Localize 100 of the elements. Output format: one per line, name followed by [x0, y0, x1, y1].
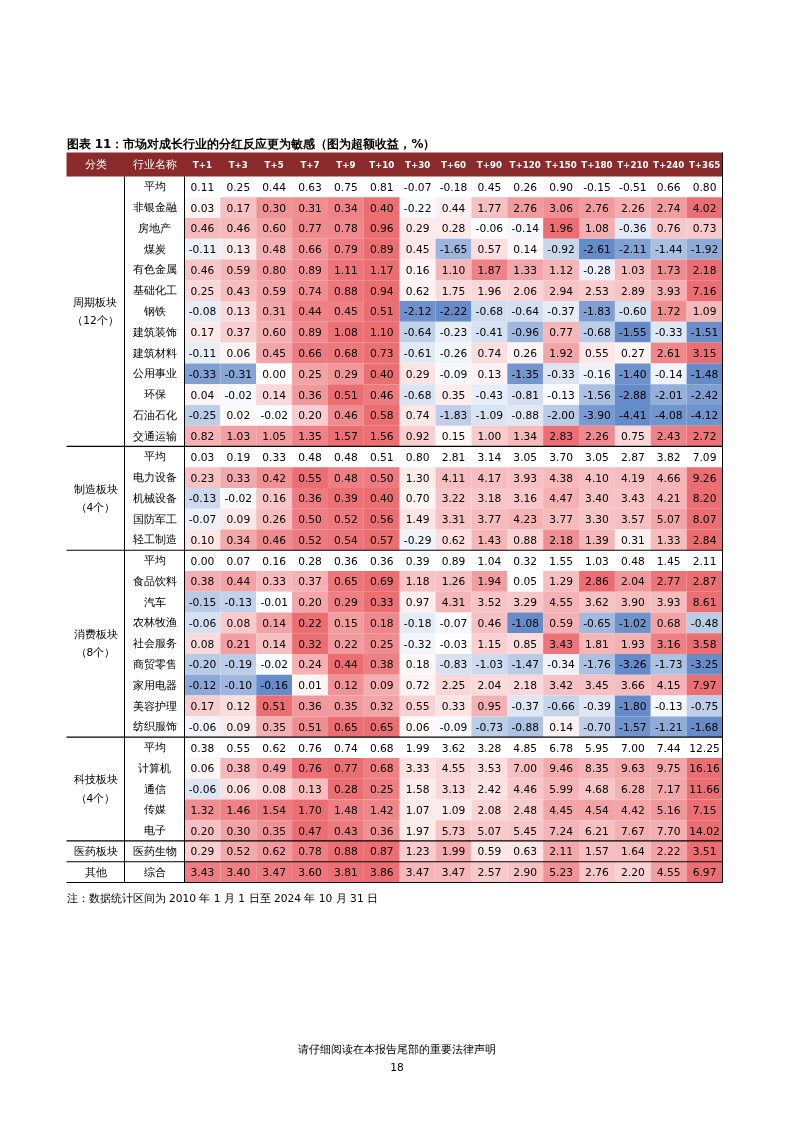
data-label: 0.17	[190, 700, 215, 713]
data-label: 0.31	[620, 533, 645, 547]
y-tick-label: 电子	[143, 824, 166, 838]
data-label: 0.88	[334, 284, 358, 298]
data-label: -0.92	[547, 243, 575, 257]
data-label: 4.55	[441, 762, 466, 776]
data-label: -2.61	[583, 243, 611, 257]
data-label: 0.44	[262, 180, 287, 194]
data-label: 0.13	[298, 783, 322, 797]
data-label: 6.28	[620, 783, 645, 797]
data-label: 1.07	[405, 803, 430, 817]
data-label: -1.09	[475, 409, 504, 423]
data-label: 0.30	[226, 824, 251, 838]
data-label: 6.21	[585, 824, 609, 838]
data-label: 0.95	[477, 700, 502, 713]
data-label: 0.81	[369, 180, 394, 194]
data-label: 3.47	[262, 866, 287, 880]
data-label: 0.76	[656, 222, 681, 236]
data-label: 14.02	[689, 824, 720, 838]
data-label: 2.48	[513, 803, 538, 817]
data-label: 3.29	[513, 596, 538, 610]
x-tick-label: T+210	[617, 159, 649, 170]
data-label: 0.97	[405, 596, 430, 610]
y2-tick-label: 周期板块（12个）	[72, 295, 119, 328]
data-label: 0.38	[226, 762, 251, 776]
data-label: -0.18	[403, 616, 432, 630]
data-label: -0.06	[475, 222, 504, 236]
data-label: 1.05	[262, 430, 287, 444]
data-label: 0.46	[477, 616, 502, 630]
x-tick-label: T+30	[405, 159, 431, 170]
data-label: 0.30	[262, 201, 287, 215]
data-label: 0.74	[405, 409, 430, 423]
data-label: 3.93	[656, 596, 681, 610]
data-label: 0.68	[369, 762, 394, 776]
data-label: 1.87	[477, 263, 502, 277]
data-label: 0.26	[262, 513, 287, 527]
data-label: -0.26	[439, 347, 468, 360]
data-label: 0.05	[513, 575, 538, 589]
data-label: 4.23	[513, 513, 538, 527]
data-label: 0.69	[369, 575, 394, 589]
data-label: 0.23	[190, 471, 215, 485]
data-label: 0.77	[298, 222, 322, 236]
data-label: 0.36	[298, 700, 323, 713]
data-label: 7.24	[549, 824, 574, 838]
data-label: 0.38	[190, 575, 215, 589]
data-label: 1.56	[369, 430, 394, 444]
data-label: -0.64	[403, 326, 432, 340]
data-label: 0.29	[405, 222, 430, 236]
data-label: -0.11	[188, 347, 217, 360]
data-label: 0.51	[369, 305, 394, 319]
data-label: 0.73	[369, 347, 394, 360]
data-label: 7.17	[656, 783, 681, 797]
data-label: 0.36	[298, 492, 323, 506]
data-label: 0.13	[226, 243, 251, 257]
data-label: 8.35	[585, 762, 609, 776]
data-label: -2.00	[547, 409, 576, 423]
data-label: 0.35	[262, 824, 287, 838]
data-label: 1.10	[441, 263, 466, 277]
data-label: 1.00	[477, 430, 502, 444]
data-label: -0.96	[511, 326, 540, 340]
data-label: -1.47	[511, 658, 540, 672]
data-label: 0.80	[692, 180, 717, 194]
data-label: -2.12	[403, 305, 432, 319]
data-label: 0.22	[334, 637, 358, 651]
data-label: 1.92	[549, 347, 573, 360]
data-label: -0.07	[439, 616, 468, 630]
data-label: 0.48	[620, 554, 645, 568]
data-label: 3.66	[620, 679, 645, 693]
data-label: 0.29	[334, 367, 358, 381]
data-label: 0.35	[441, 388, 466, 402]
data-label: 0.09	[226, 720, 251, 734]
data-label: 0.39	[405, 554, 430, 568]
data-label: 4.19	[620, 471, 645, 485]
data-label: 0.06	[405, 720, 430, 734]
data-label: 0.77	[334, 762, 358, 776]
y-tick-label: 石油石化	[132, 408, 177, 422]
data-label: 0.66	[656, 180, 681, 194]
data-label: 2.89	[620, 284, 645, 298]
data-label: 1.26	[441, 575, 466, 589]
data-label: 2.25	[441, 679, 466, 693]
data-label: 0.22	[298, 616, 322, 630]
data-label: -3.25	[690, 658, 719, 672]
data-label: -0.48	[690, 616, 719, 630]
data-label: 2.11	[692, 554, 717, 568]
data-label: -1.65	[439, 243, 468, 257]
data-label: 2.04	[477, 679, 502, 693]
data-label: 1.58	[405, 783, 430, 797]
data-label: 0.70	[405, 492, 430, 506]
data-label: 4.42	[620, 803, 645, 817]
y-tick-label: 煤炭	[143, 242, 166, 256]
data-label: 9.63	[620, 762, 645, 776]
data-label: 7.00	[620, 741, 645, 755]
data-label: 8.61	[692, 596, 717, 610]
data-label: -0.28	[583, 263, 611, 277]
data-label: 0.46	[334, 409, 358, 423]
data-label: -3.26	[619, 658, 647, 672]
data-label: 3.52	[477, 596, 502, 610]
data-label: 0.57	[369, 533, 394, 547]
data-label: 0.25	[226, 180, 251, 194]
text: 行业名称	[132, 158, 177, 171]
